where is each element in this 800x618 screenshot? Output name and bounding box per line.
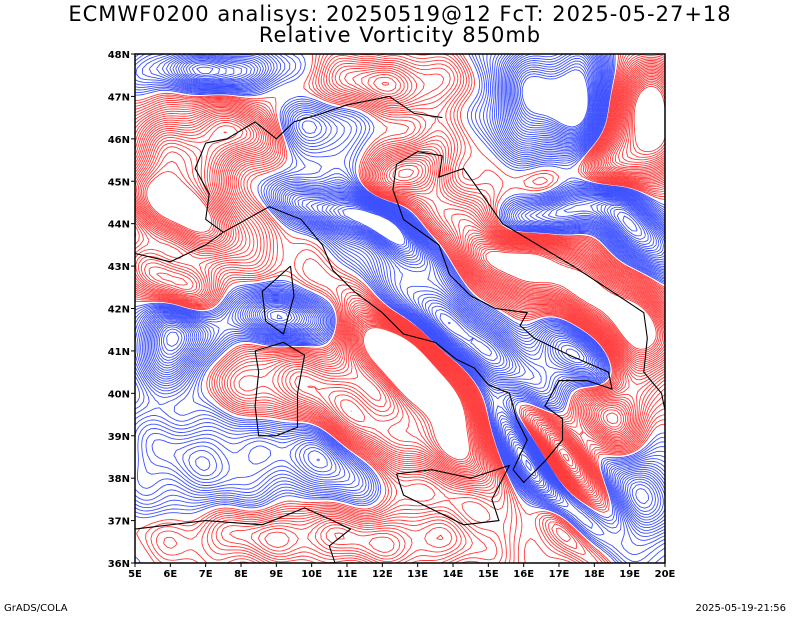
vorticity-contour [141,54,665,531]
italy-peninsula-coast [223,151,613,484]
vorticity-contour [135,54,665,555]
vorticity-contour [142,82,665,464]
lon-label: 5E [128,569,142,580]
vorticity-contour [135,54,665,547]
vorticity-contour [276,66,642,319]
vorticity-contour [136,75,665,475]
vorticity-contour [135,54,665,563]
footer-timestamp: 2025-05-19-21:56 [695,603,786,614]
footer-software: GrADS/COLA [4,603,68,614]
lon-label: 12E [372,569,393,580]
sardinia-coast [254,341,306,437]
lat-label: 37N [108,517,130,528]
vorticity-contour [152,54,665,513]
vorticity-contour [136,54,665,541]
vorticity-contour [145,54,665,526]
alps-west-border [194,142,224,233]
lat-label: 36N [108,559,130,570]
corsica-coast [261,265,295,335]
vorticity-contour [135,64,665,560]
vorticity-contour [138,54,665,538]
vorticity-contour [135,58,665,563]
vorticity-contour [135,60,665,563]
vorticity-contour [135,54,665,563]
lat-label: 44N [108,220,130,231]
vorticity-contour [135,54,665,563]
lon-label: 17E [549,569,570,580]
vorticity-contour [135,65,665,557]
lat-label: 46N [108,135,130,146]
alps-border [205,95,443,144]
lat-label: 47N [108,92,130,103]
map-title-line2: Relative Vorticity 850mb [258,23,542,47]
lat-label: 39N [108,432,130,443]
france-coast [135,231,224,263]
vorticity-contour [135,68,665,484]
vorticity-field [135,54,665,563]
vorticity-contour [160,55,655,477]
lon-label: 8E [234,569,248,580]
lat-label: 43N [108,262,130,273]
lon-label: 6E [163,569,177,580]
lon-label: 7E [199,569,213,580]
vorticity-contour [135,54,665,563]
vorticity-contour [146,86,665,461]
map-title-line1: ECMWF0200 analisys: 20250519@12 FcT: 202… [68,2,732,26]
vorticity-contour [135,54,665,563]
latitude-labels: 48N 47N 46N 45N 44N 43N 42N 41N 40N 39N 38N 37N 36N [108,50,130,570]
vorticity-contour [135,54,665,563]
vorticity-contour [135,74,665,477]
axis-ticks [131,53,666,567]
lat-label: 45N [108,177,130,188]
coastlines [135,95,665,563]
lon-label: 9E [269,569,283,580]
lon-label: 10E [301,569,322,580]
vorticity-contour [135,63,665,563]
vorticity-contour [139,78,665,470]
lon-label: 11E [337,569,358,580]
north-africa-coast [135,507,352,563]
lon-label: 16E [513,569,534,580]
vorticity-contour [148,54,665,521]
vorticity-contour [143,54,665,529]
vorticity-contour [153,54,664,509]
vorticity-contour [144,84,665,463]
vorticity-contour [157,54,660,483]
vorticity-contour [155,54,662,505]
vorticity-contour [135,54,665,563]
vorticity-contour [135,61,665,563]
vorticity-contour [163,57,652,471]
vorticity-contour [270,63,646,325]
vorticity-contour [135,72,665,479]
vorticity-contour [342,69,638,246]
lon-label: 15E [478,569,499,580]
vorticity-contour [135,67,665,553]
sicily-coast [395,464,511,526]
vorticity-contour [137,77,665,473]
lat-label: 41N [108,347,130,358]
lon-label: 14E [443,569,464,580]
lat-label: 40N [108,389,130,400]
vorticity-contour [146,54,665,523]
lon-label: 13E [407,569,428,580]
longitude-labels: 5E 6E 7E 8E 9E 10E 11E 12E 13E 14E 15E 16E 17E 18E 19E… [128,569,675,580]
lat-label: 38N [108,474,130,485]
vorticity-contour [149,54,665,518]
lat-label: 42N [108,305,130,316]
vorticity-contour [151,54,665,516]
lon-label: 19E [619,569,640,580]
lon-label: 20E [655,569,676,580]
vorticity-contour [135,56,665,563]
vorticity-contour [166,60,649,357]
vorticity-contour [140,80,665,467]
balkan-coast [438,155,665,411]
lon-label: 18E [584,569,605,580]
vorticity-contour [158,54,657,480]
lat-label: 48N [108,50,130,61]
vorticity-contour [135,54,665,563]
vorticity-contour [135,54,665,563]
vorticity-contour [135,70,665,482]
